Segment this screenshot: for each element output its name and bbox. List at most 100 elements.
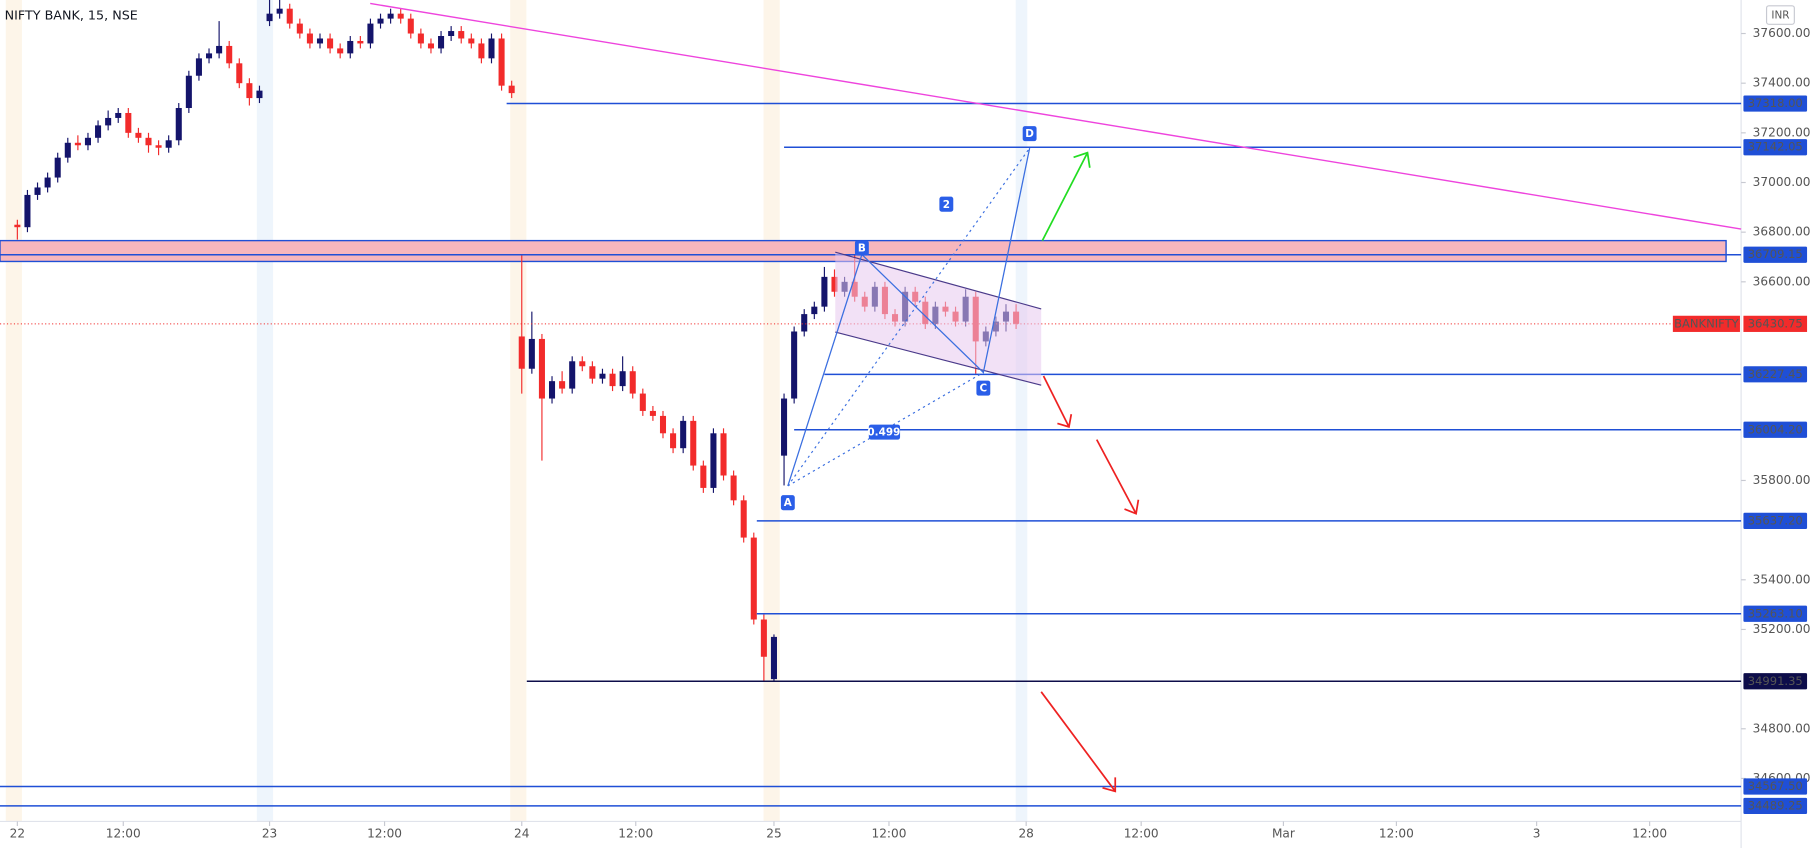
y-tick-label: 37000.00 [1753,175,1811,189]
candle-body [135,132,142,138]
level-label: 35637.20 [1748,513,1803,527]
x-tick-label: 12:00 [618,827,653,841]
point-label: D [1025,128,1034,140]
candle-body [316,38,324,44]
candle-body [609,373,616,387]
candle-body [195,58,202,76]
candle-body [448,31,455,37]
candle-body [377,18,384,24]
candle-body [34,187,41,195]
candle-body [720,433,727,476]
level-tag [1743,512,1808,529]
level-label: 36004.20 [1748,422,1803,436]
candle-body [528,338,535,369]
level-tag [1743,673,1808,690]
y-tick-label: 36600.00 [1753,274,1811,288]
candle-body [105,117,112,126]
level-label: 34991.35 [1748,674,1803,688]
candle-body [710,433,717,488]
harmonic-pattern [787,147,1042,487]
x-tick-label: 23 [262,827,277,841]
level-tag [1743,778,1808,795]
candle-body [811,306,818,315]
candle-body [175,108,182,141]
candle-body [64,142,71,158]
candle-body [468,38,475,44]
candle-body [760,619,767,657]
x-tick-label: 28 [1018,827,1033,841]
x-tick-label: 12:00 [106,827,141,841]
level-label: 37142.05 [1748,140,1803,154]
candle-body [236,63,243,84]
session-bands [5,0,1028,822]
candle-body [548,381,556,399]
candle-body [589,366,596,379]
point-label: B [858,243,866,255]
candle-body [740,500,747,538]
x-tick-label: 24 [514,827,530,841]
pattern-labels: A B C D 2 0.499 [780,126,1037,511]
currency-box [1765,5,1795,25]
candle-body [206,53,213,59]
candle-body [286,8,293,24]
x-tick-label: Mar [1272,827,1295,841]
candle-body [680,420,687,449]
level-label: 36709.15 [1748,247,1803,261]
level-label: 34489.25 [1748,798,1803,812]
x-tick-label: 12:00 [1124,827,1159,841]
candle-body [185,75,192,109]
candle-body [659,415,667,434]
trend-line [370,2,1742,230]
candle-body [821,276,828,307]
candle-body [791,331,798,399]
leg-label: 2 [943,199,950,211]
candle-body [387,13,394,19]
symbol-name: BANKNIFTY [1674,316,1740,330]
candle-body [639,393,646,411]
symbol-tag [1672,315,1740,332]
candle-body [478,43,485,59]
candle-body [801,314,808,332]
x-tick-label: 12:00 [871,827,906,841]
candle-body [327,38,334,49]
point-label: A [784,497,792,509]
level-tag [1743,95,1808,112]
candle-body [579,361,586,367]
currency: INR [1771,10,1789,22]
level-label: 37318.00 [1748,96,1803,110]
y-tick-label: 37200.00 [1753,125,1811,139]
candle-body [508,85,515,94]
candle-body [24,194,31,228]
candle-body [347,40,354,54]
x-tick-label: 12:00 [367,827,402,841]
candle-body [569,361,576,389]
candle-body [367,23,374,44]
level-label: 36227.45 [1748,367,1803,381]
candle-body [397,13,404,19]
level-label: 34567.50 [1748,779,1803,793]
y-tick-label: 35200.00 [1753,622,1811,636]
arrows [1040,151,1140,793]
y-tick-label: 35800.00 [1753,473,1811,487]
candle-body [115,112,122,118]
candle-body [649,410,656,416]
candle-body [125,112,132,133]
candle-body [730,475,737,501]
y-tick-label: 35400.00 [1753,572,1811,586]
candle-body [690,420,697,466]
candle-body [629,371,636,394]
y-tick-label: 37400.00 [1753,76,1811,90]
candle-body [438,36,445,49]
y-tick-label: 36800.00 [1753,225,1811,239]
level-label: 35263.10 [1748,606,1803,620]
y-tick-label: 37600.00 [1753,26,1811,40]
ratio-label: 0.499 [867,427,900,439]
candle-body [276,8,283,14]
x-tick-label: 25 [766,827,781,841]
level-tag [1743,366,1808,383]
candle-body [407,18,414,34]
level-tag [1743,246,1808,263]
price-tag [1743,315,1808,332]
level-tag [1743,139,1808,156]
